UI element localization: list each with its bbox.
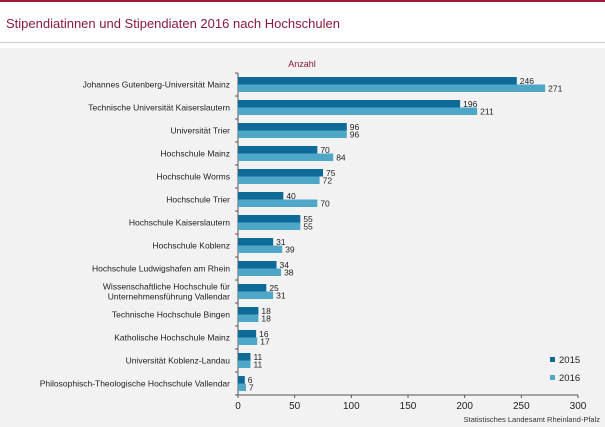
bar-2016 [238,314,259,322]
category-label: Hochschule Koblenz [153,241,231,251]
bar-2016 [238,176,320,184]
source-label: Statistisches Landesamt Rheinland-Pfalz [464,415,601,424]
category-label: Technische Universität Kaiserslautern [88,103,230,113]
bar-2015 [238,77,517,85]
data-label-2015: 16 [259,329,269,339]
data-label-2016: 211 [480,107,494,117]
category-label: Johannes Gutenberg-Universität Mainz [83,80,230,90]
legend-label-2016: 2016 [559,373,580,384]
data-label-2016: 11 [253,360,262,370]
bar-2015 [238,261,277,269]
data-label-2016: 70 [320,199,330,209]
category-label: Universität Trier [170,126,230,136]
category-label: Philosophisch-Theologische Hochschule Va… [40,379,230,389]
data-label-2016: 96 [350,130,360,140]
data-label-2016: 18 [261,314,271,324]
data-label-2016: 17 [260,337,270,347]
data-label-2015: 70 [320,145,330,155]
data-label-2015: 75 [326,168,336,178]
category-label: Hochschule Trier [166,195,230,205]
data-label-2015: 31 [276,237,286,247]
bar-2016 [238,245,283,253]
bar-2015 [238,238,274,246]
x-tick-label: 300 [570,401,587,412]
data-label-2016: 55 [303,222,313,232]
data-label-2015: 6 [248,375,253,385]
legend-label-2015: 2015 [559,355,580,366]
category-label: Technische Hochschule Bingen [112,310,230,320]
bar-2016 [238,222,301,230]
bar-2015 [238,353,251,361]
data-label-2016: 39 [285,245,295,255]
unit-label: Anzahl [288,59,316,69]
data-label-2015: 246 [520,76,534,86]
category-label: Hochschule Mainz [161,149,230,159]
bar-2016 [238,107,478,115]
x-tick-label: 0 [235,401,241,412]
bar-2015 [238,376,245,384]
bar-2016 [238,383,246,391]
data-label-2016: 38 [284,268,294,278]
bar-2016 [238,130,347,138]
bar-2015 [238,123,347,131]
bar-2015 [238,169,323,177]
bar-2016 [238,153,334,161]
bar-2015 [238,330,257,338]
legend-swatch-2016 [550,375,555,380]
top-accent-line [0,0,605,2]
data-label-2015: 196 [463,99,477,109]
category-label: Hochschule Kaiserslautern [129,218,230,228]
legend-swatch-2015 [550,357,555,362]
data-label-2015: 40 [286,191,296,201]
bar-2016 [238,337,258,345]
bar-2016 [238,199,318,207]
category-label: Hochschule Worms [156,172,230,182]
data-label-2015: 55 [303,214,313,224]
x-tick-label: 100 [343,401,360,412]
data-label-2016: 84 [336,153,346,163]
data-label-2016: 271 [548,84,562,94]
data-label-2015: 34 [280,260,290,270]
category-label: Katholische Hochschule Mainz [114,333,230,343]
bar-2015 [238,215,301,223]
bar-2016 [238,291,274,299]
x-tick-label: 250 [513,401,530,412]
bar-2015 [238,284,267,292]
chart-plot-area: 0 50 100 150 200 250 300 Johannes Gutenberg-Uni… [40,72,587,412]
bar-2015 [238,100,461,108]
bar-2015 [238,307,259,315]
category-label: Universität Koblenz-Landau [126,356,231,366]
data-label-2015: 25 [269,283,279,293]
data-label-2015: 96 [350,122,360,132]
bar-2016 [238,360,251,368]
data-label-2015: 11 [253,352,262,362]
x-tick-label: 200 [456,401,473,412]
x-tick-label: 50 [289,401,301,412]
data-label-2016: 72 [323,176,333,186]
bar-2015 [238,192,284,200]
category-label: Hochschule Ludwigshafen am Rhein [92,264,230,274]
chart-title: Stipendiatinnen und Stipendiaten 2016 na… [6,16,340,31]
category-label: Unternehmensführung Vallendar [108,292,230,302]
bar-2016 [238,268,282,276]
data-label-2016: 7 [249,383,254,393]
bar-2016 [238,84,546,92]
x-tick-label: 150 [400,401,417,412]
data-label-2016: 31 [276,291,286,301]
title-divider [0,42,605,43]
bar-2015 [238,146,318,154]
data-label-2015: 18 [261,306,271,316]
category-label: Wissenschaftliche Hochschule für [103,282,230,292]
